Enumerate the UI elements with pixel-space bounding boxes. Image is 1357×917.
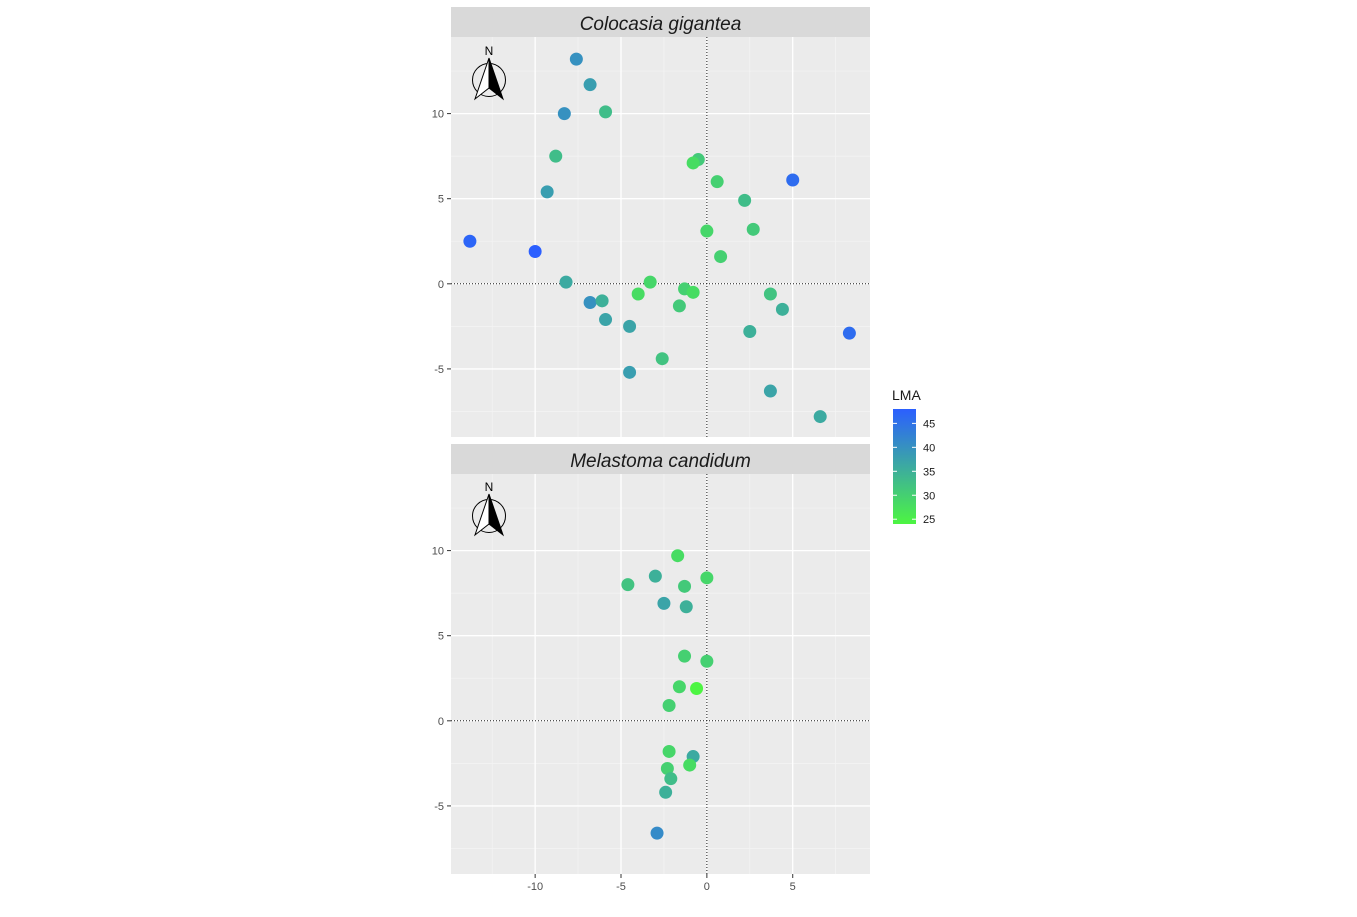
- data-point: [659, 785, 673, 799]
- y-tick-label: 0: [438, 279, 444, 291]
- data-point: [583, 296, 597, 310]
- north-arrow-label: N: [485, 480, 494, 494]
- data-point: [463, 234, 477, 248]
- x-tick-label: 0: [704, 881, 710, 893]
- data-point: [621, 578, 635, 592]
- panel-top-strip: [451, 7, 870, 37]
- y-tick-label: -5: [434, 801, 444, 813]
- data-point: [679, 600, 693, 614]
- data-point: [686, 285, 700, 299]
- panel-bottom-points: [621, 549, 714, 840]
- data-point: [672, 680, 686, 694]
- data-point: [599, 313, 613, 327]
- data-point: [671, 549, 685, 563]
- y-tick-label: 0: [438, 716, 444, 728]
- data-point: [672, 299, 686, 313]
- data-point: [648, 569, 662, 583]
- data-point: [700, 224, 714, 238]
- data-point: [660, 761, 674, 775]
- y-tick-label: 5: [438, 194, 444, 206]
- data-point: [842, 326, 856, 340]
- legend-title: LMA: [892, 387, 921, 403]
- data-point: [714, 250, 728, 264]
- panel-top-points: [463, 52, 856, 424]
- data-point: [528, 244, 542, 258]
- data-point: [738, 193, 752, 207]
- data-point: [549, 149, 563, 163]
- legend-break-label: 30: [923, 490, 935, 502]
- data-point: [623, 319, 637, 333]
- panel-bottom-reference-lines: [451, 474, 870, 874]
- legend-break-label: 40: [923, 442, 935, 454]
- north-arrow-label: N: [485, 44, 494, 58]
- data-point: [813, 410, 827, 424]
- data-point: [559, 275, 573, 289]
- data-point: [763, 384, 777, 398]
- data-point: [657, 596, 671, 610]
- data-point: [650, 826, 664, 840]
- data-point: [655, 352, 669, 366]
- x-tick-label: -10: [527, 881, 543, 893]
- data-point: [569, 52, 583, 66]
- legend-break-label: 35: [923, 466, 935, 478]
- panel-top-reference-lines: [451, 37, 870, 437]
- x-tick-label: -5: [616, 881, 626, 893]
- data-point: [599, 105, 613, 119]
- data-point: [631, 287, 645, 301]
- north-arrow-top: N: [472, 44, 506, 101]
- y-tick-label: 5: [438, 631, 444, 643]
- data-point: [662, 744, 676, 758]
- panel-bottom: Melastoma candidum N: [451, 444, 870, 874]
- data-point: [763, 287, 777, 301]
- x-axis: -10 -5 0 5: [527, 874, 796, 893]
- color-legend: LMA 45 40 35 30 25: [892, 387, 935, 526]
- legend-colorbar: [893, 409, 916, 524]
- x-tick-label: 5: [790, 881, 796, 893]
- data-point: [540, 185, 554, 199]
- y-tick-label: 10: [432, 546, 444, 558]
- y-axis-top: -5 0 5 10: [432, 109, 451, 376]
- legend-break-label: 45: [923, 418, 935, 430]
- data-point: [623, 365, 637, 379]
- y-axis-bottom: -5 0 5 10: [432, 546, 451, 813]
- y-tick-label: 10: [432, 109, 444, 121]
- north-arrow-right-icon: [488, 57, 505, 101]
- data-point: [710, 175, 724, 189]
- y-tick-label: -5: [434, 364, 444, 376]
- panel-bottom-strip: [451, 444, 870, 474]
- legend-break-label: 25: [923, 514, 935, 526]
- north-arrow-right-icon: [488, 493, 505, 537]
- data-point: [743, 324, 757, 338]
- panel-top-background: [451, 37, 870, 437]
- panel-top: Colocasia gigantea N: [451, 7, 870, 437]
- panel-bottom-background: [451, 474, 870, 874]
- data-point: [775, 302, 789, 316]
- data-point: [643, 275, 657, 289]
- panel-bottom-title: Melastoma candidum: [570, 451, 751, 472]
- data-point: [786, 173, 800, 187]
- data-point: [700, 654, 714, 668]
- data-point: [662, 698, 676, 712]
- data-point: [664, 772, 678, 786]
- data-point: [595, 294, 609, 308]
- data-point: [678, 579, 692, 593]
- data-point: [690, 681, 704, 695]
- data-point: [700, 571, 714, 585]
- data-point: [746, 222, 760, 236]
- data-point: [683, 758, 697, 772]
- panel-top-title: Colocasia gigantea: [580, 14, 742, 35]
- legend-breaks: 45 40 35 30 25: [893, 418, 935, 526]
- data-point: [557, 107, 571, 121]
- north-arrow-bottom: N: [472, 480, 506, 537]
- data-point: [583, 78, 597, 92]
- data-point: [678, 649, 692, 663]
- data-point: [686, 156, 700, 170]
